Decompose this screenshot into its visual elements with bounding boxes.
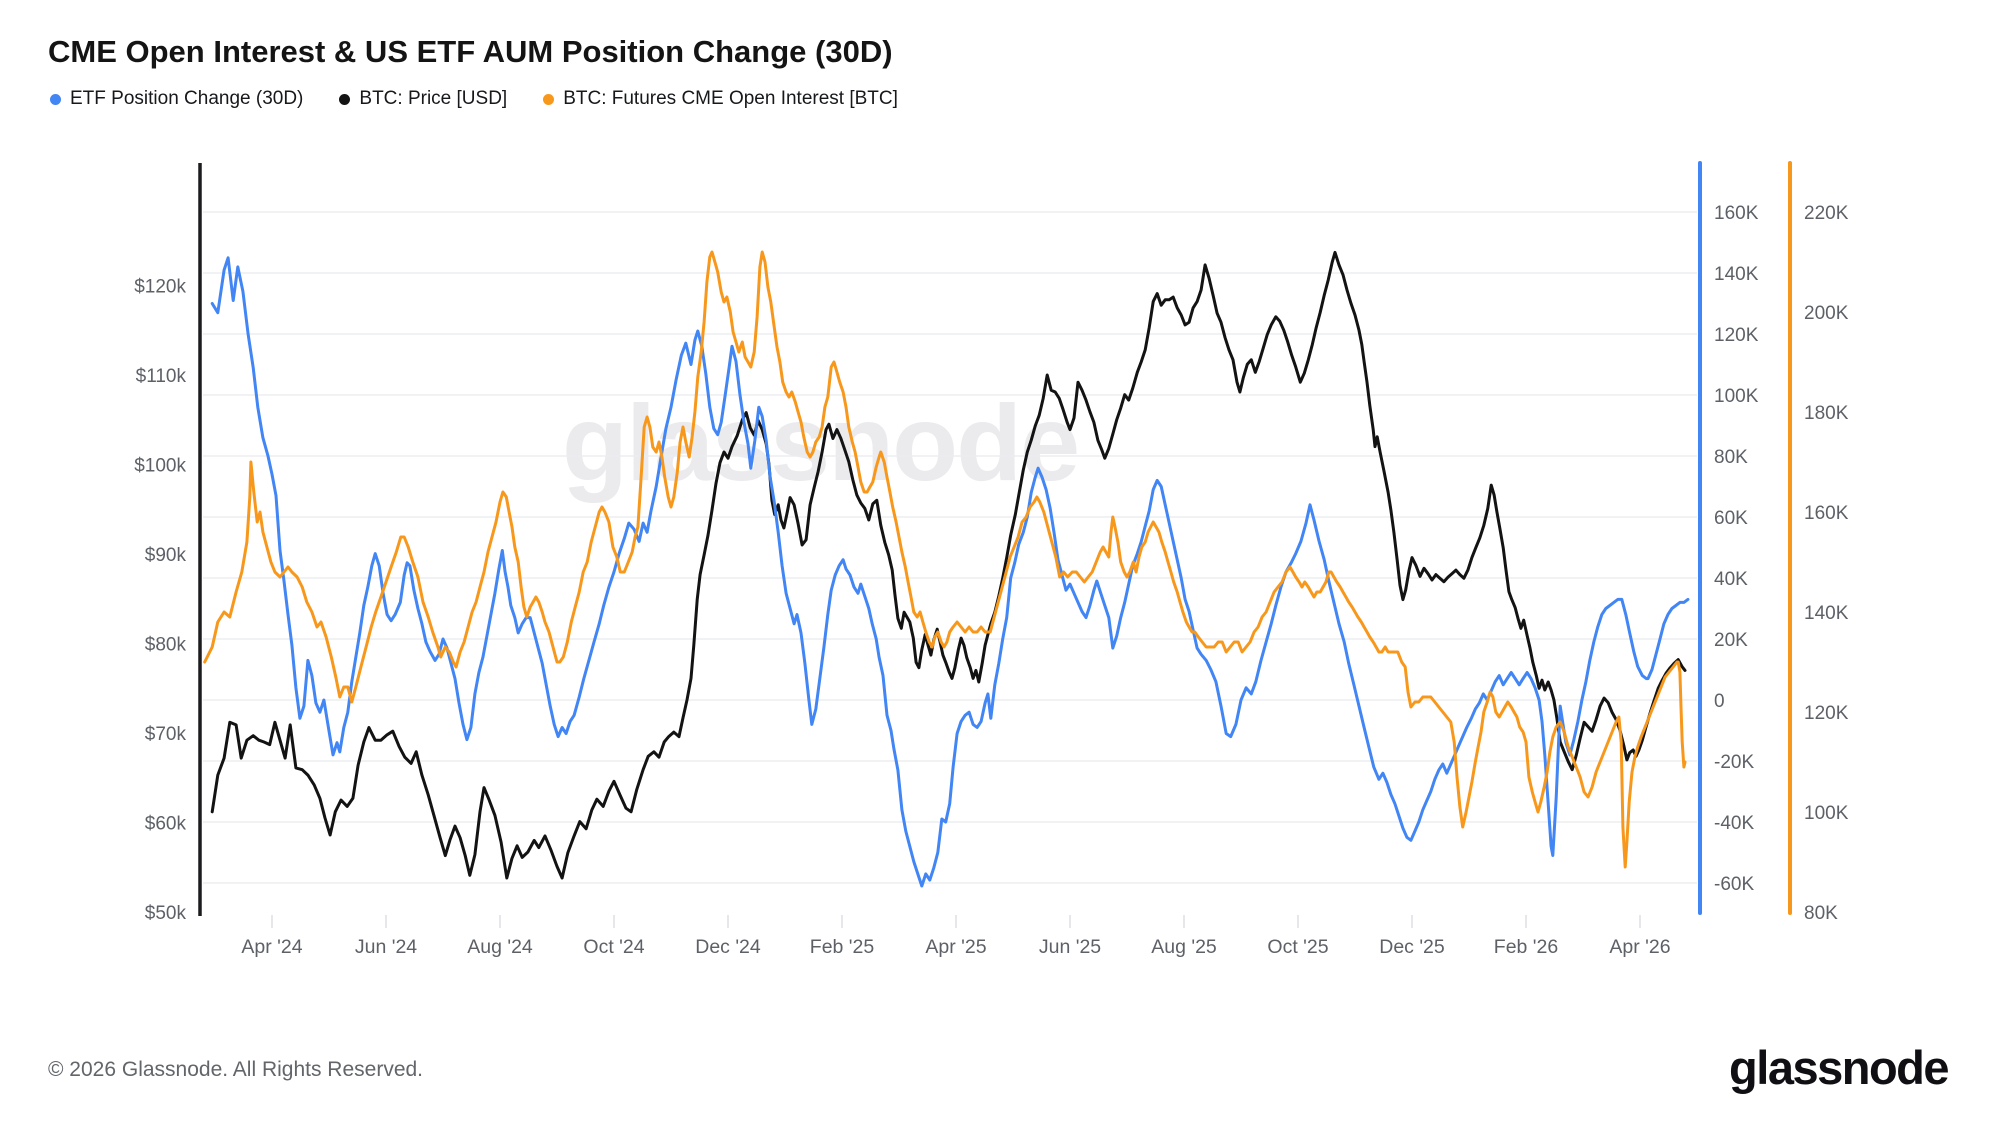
etf-axis-tick-label: 20K [1714,630,1748,651]
price-axis-tick-label: $50k [145,903,187,924]
cme-open-interest-series-line[interactable] [203,250,1687,869]
oi-axis-tick-label: 80K [1804,903,1838,924]
glassnode-logo: glassnode [1729,1041,1949,1094]
legend-dot-orange-icon [543,93,555,105]
etf-axis-tick-label: 100K [1714,386,1759,407]
legend-label-etf-position-change: ETF Position Change (30D) [70,88,304,109]
etf-axis-tick-label: 60K [1714,508,1748,529]
price-axis-tick-label: $100k [134,456,186,477]
oi-axis-tick-label: 120K [1804,703,1849,724]
price-axis-tick-label: $120k [134,277,186,298]
price-axis-tick-label: $90k [145,545,187,566]
etf-axis-tick-label: 160K [1714,203,1759,224]
etf-axis-tick-label: 0 [1714,691,1725,712]
page-title: CME Open Interest & US ETF AUM Position … [48,34,893,69]
legend-dot-black-icon [339,93,351,105]
x-axis-tick-label: Oct '24 [583,936,644,958]
x-axis-tick-label: Apr '26 [1609,936,1670,958]
price-axis-tick-label: $80k [145,635,187,656]
oi-axis-tick-label: 140K [1804,603,1849,624]
x-axis-tick-label: Oct '25 [1267,936,1328,958]
legend-item-btc-price[interactable]: BTC: Price [USD] [339,88,507,110]
price-axis-tick-label: $60k [145,814,187,835]
legend-dot-blue-icon [50,93,61,105]
etf-axis-tick-label: 80K [1714,447,1748,468]
x-axis-tick-label: Dec '24 [695,936,761,958]
x-axis-tick-label: Aug '24 [467,936,533,958]
x-axis-tick-label: Apr '25 [925,936,986,958]
etf-axis-tick-label: 140K [1714,264,1759,285]
x-axis-tick-label: Jun '25 [1039,936,1101,958]
price-axis-tick-label: $70k [145,724,187,745]
oi-axis-tick-label: 180K [1804,403,1849,424]
oi-axis-tick-label: 160K [1804,503,1849,524]
x-axis-tick-label: Aug '25 [1151,936,1217,958]
etf-axis-tick-label: 40K [1714,569,1748,590]
etf-axis-tick-label: -40K [1714,813,1754,834]
etf-axis-tick-label: 120K [1714,325,1759,346]
legend-item-etf-position-change[interactable]: ETF Position Change (30D) [50,88,303,110]
legend-item-cme-open-interest[interactable]: BTC: Futures CME Open Interest [BTC] [543,88,898,110]
oi-axis-tick-label: 220K [1804,203,1849,224]
etf-axis-tick-label: -60K [1714,874,1754,895]
x-axis-tick-label: Feb '26 [1494,936,1558,958]
x-axis-tick-label: Dec '25 [1379,936,1445,958]
x-axis-tick-label: Apr '24 [241,936,302,958]
btc-price-series-line[interactable] [210,250,1687,880]
glassnode-watermark: glassnode [562,382,1080,503]
x-axis-tick-label: Jun '24 [355,936,417,958]
legend-label-cme-open-interest: BTC: Futures CME Open Interest [BTC] [563,88,898,109]
oi-axis-tick-label: 200K [1804,303,1849,324]
oi-axis-tick-label: 100K [1804,803,1849,824]
price-axis-tick-label: $110k [136,366,187,387]
etf-axis-tick-label: -20K [1714,752,1754,773]
etf-position-change-series-line[interactable] [210,256,1690,888]
legend-label-btc-price: BTC: Price [USD] [359,88,508,109]
x-axis-tick-label: Feb '25 [810,936,875,958]
chart-legend: ETF Position Change (30D) BTC: Price [US… [50,88,898,110]
copyright-text: © 2026 Glassnode. All Rights Reserved. [48,1058,424,1081]
